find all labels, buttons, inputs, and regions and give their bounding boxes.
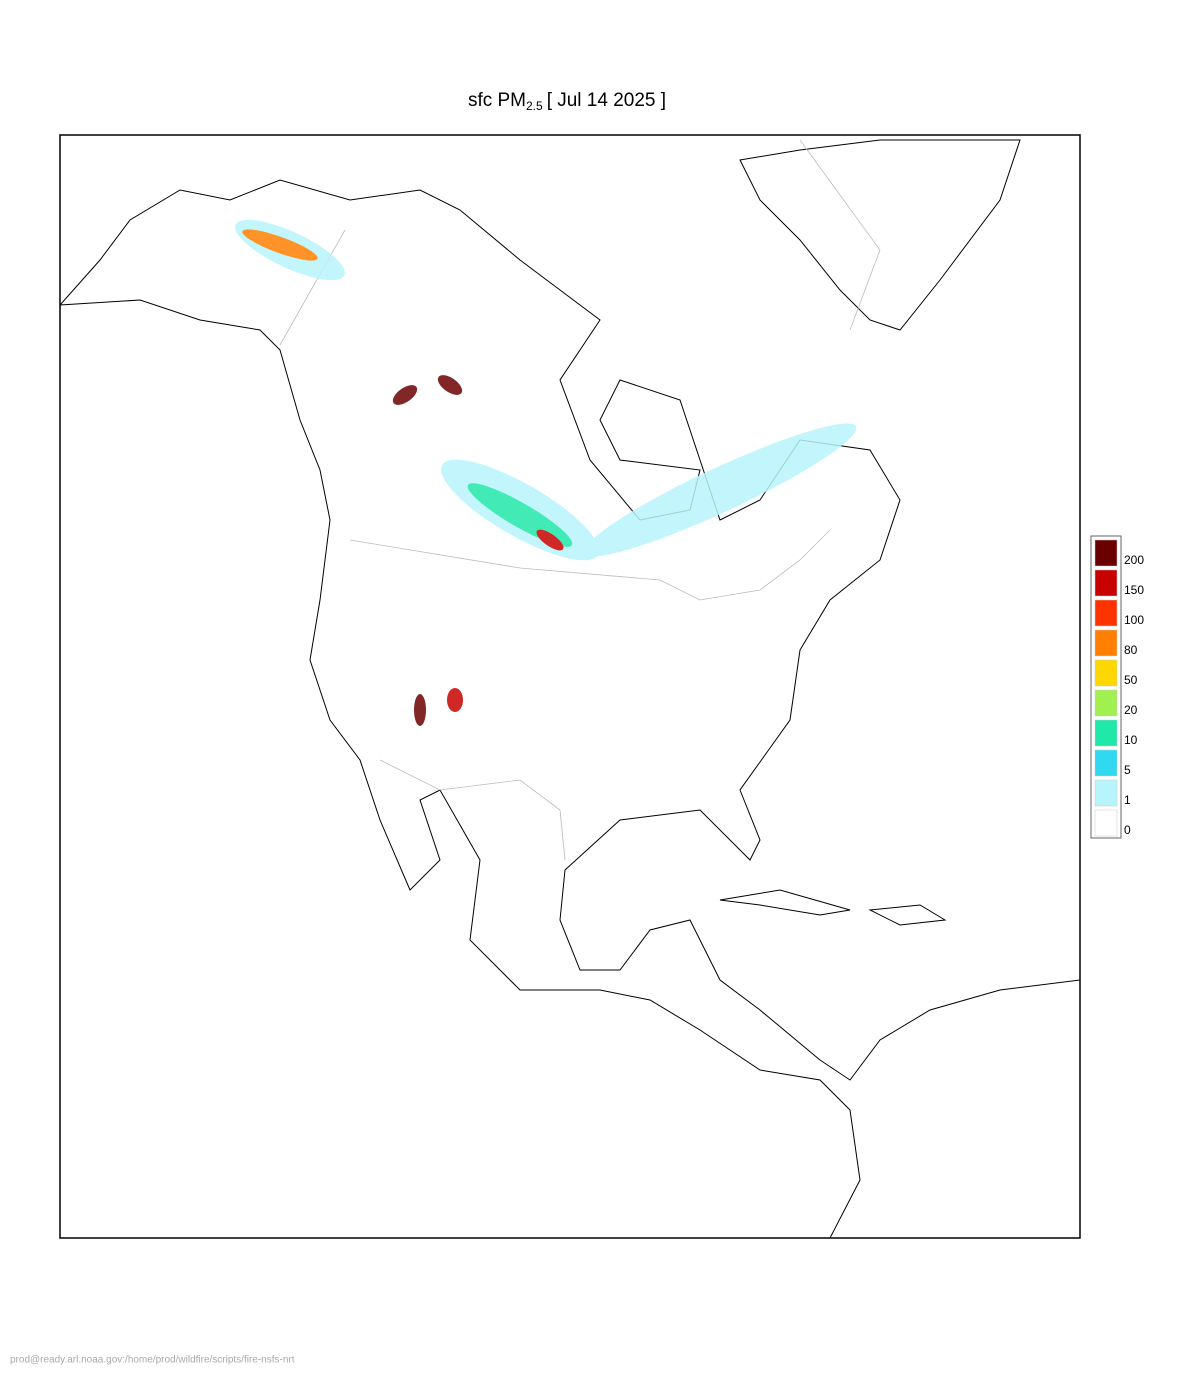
legend-label: 10 — [1124, 733, 1138, 747]
legend-label: 0 — [1124, 823, 1131, 837]
legend-label: 150 — [1124, 583, 1144, 597]
legend-swatch — [1094, 599, 1118, 627]
legend-swatch — [1094, 689, 1118, 717]
legend-swatch — [1094, 809, 1118, 837]
legend-label: 5 — [1124, 763, 1131, 777]
smoke-plumes — [235, 219, 857, 726]
title-subscript: 2.5 — [526, 99, 543, 113]
legend-swatch — [1094, 659, 1118, 687]
map-title: sfc PM2.5 [ Jul 14 2025 ] — [468, 90, 666, 113]
legend-swatch — [1094, 779, 1118, 807]
legend-swatch — [1094, 629, 1118, 657]
legend-swatch — [1094, 749, 1118, 777]
footer-path: prod@ready.arl.noaa.gov:/home/prod/wildf… — [10, 1355, 295, 1366]
legend-label: 200 — [1124, 553, 1144, 567]
legend-swatch — [1094, 719, 1118, 747]
legend-label: 80 — [1124, 643, 1138, 657]
legend-label: 100 — [1124, 613, 1144, 627]
map-frame — [59, 134, 1081, 1239]
map-area — [59, 134, 1081, 1239]
title-prefix: sfc PM — [468, 90, 526, 111]
title-suffix: [ Jul 14 2025 ] — [547, 90, 666, 111]
legend-label: 1 — [1124, 793, 1131, 807]
legend-swatch — [1094, 539, 1118, 567]
coastlines — [60, 139, 1080, 1238]
borders — [279, 139, 881, 861]
legend-label: 20 — [1124, 703, 1138, 717]
legend-swatch — [1094, 569, 1118, 597]
legend-label: 50 — [1124, 673, 1138, 687]
